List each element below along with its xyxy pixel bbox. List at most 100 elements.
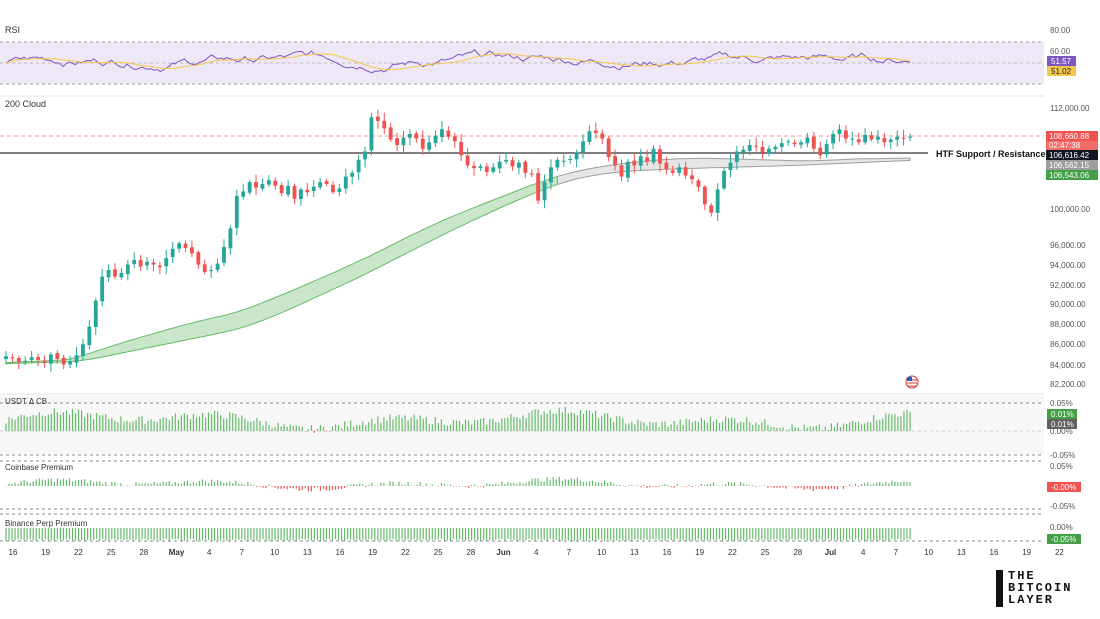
time-axis[interactable]: 16 19 22 25 28 May 4 7 10 13 16 19 22 25 28 Jun 4 7 10 13 16… <box>9 548 1065 557</box>
candle[interactable] <box>863 128 868 145</box>
candle[interactable] <box>555 157 560 171</box>
candle[interactable] <box>536 168 541 204</box>
candle[interactable] <box>818 141 823 160</box>
candle[interactable] <box>491 163 496 174</box>
candle[interactable] <box>734 145 739 170</box>
candle[interactable] <box>190 240 194 257</box>
candle[interactable] <box>645 149 650 166</box>
candle[interactable] <box>606 135 611 162</box>
candle[interactable] <box>747 139 752 156</box>
price-pane[interactable]: 200 Cloud HTF Support / Resistance 112,0… <box>0 99 1098 389</box>
candle[interactable] <box>510 156 515 171</box>
candle[interactable] <box>824 139 829 159</box>
candle[interactable] <box>125 259 130 281</box>
candle[interactable] <box>741 145 746 159</box>
candle[interactable] <box>664 156 669 175</box>
candle[interactable] <box>632 153 637 174</box>
candle[interactable] <box>395 132 400 152</box>
candle[interactable] <box>882 132 887 147</box>
candle[interactable] <box>74 347 79 368</box>
candle[interactable] <box>202 259 207 275</box>
candle[interactable] <box>786 138 791 147</box>
candle[interactable] <box>478 163 483 171</box>
candle[interactable] <box>651 145 656 165</box>
candle[interactable] <box>350 170 355 185</box>
candle[interactable] <box>183 240 188 253</box>
candle[interactable] <box>837 124 842 142</box>
candle[interactable] <box>151 259 156 272</box>
candle[interactable] <box>619 159 624 181</box>
candle[interactable] <box>363 146 367 168</box>
candle[interactable] <box>266 175 271 187</box>
candle[interactable] <box>106 264 111 282</box>
candle[interactable] <box>343 168 348 194</box>
candle[interactable] <box>234 189 239 236</box>
candle[interactable] <box>48 352 53 372</box>
candle[interactable] <box>613 149 618 171</box>
candle[interactable] <box>728 154 733 178</box>
candle[interactable] <box>856 132 861 145</box>
candle[interactable] <box>427 136 432 153</box>
candle[interactable] <box>177 241 182 253</box>
candle[interactable] <box>799 139 803 149</box>
candle[interactable] <box>843 125 848 144</box>
usdt-cb-pane[interactable]: USDT Δ CB 0.05% 0.00% -0.05% 0.01% 0.01% <box>0 396 1077 460</box>
candle[interactable] <box>420 130 425 155</box>
candle[interactable] <box>407 129 412 146</box>
candle[interactable] <box>504 152 509 165</box>
candle[interactable] <box>298 187 303 206</box>
candle[interactable] <box>888 137 893 150</box>
candle[interactable] <box>222 239 226 267</box>
candle[interactable] <box>170 242 175 264</box>
binance-perp-premium-pane[interactable]: Binance Perp Premium 0.00% -0.05% <box>0 513 1081 544</box>
candle[interactable] <box>260 178 265 191</box>
candle[interactable] <box>876 130 880 144</box>
candle[interactable] <box>305 182 310 197</box>
coinbase-premium-pane[interactable]: Coinbase Premium 0.05% -0.05% -0.00% <box>0 460 1081 511</box>
candle[interactable] <box>157 261 162 275</box>
candle[interactable] <box>715 183 720 221</box>
candle[interactable] <box>690 169 694 185</box>
candle[interactable] <box>670 165 675 176</box>
candle[interactable] <box>228 225 233 255</box>
candle[interactable] <box>811 131 816 154</box>
candle[interactable] <box>36 353 40 367</box>
candle[interactable] <box>600 129 605 145</box>
candle[interactable] <box>440 121 444 143</box>
candle[interactable] <box>119 268 124 280</box>
candle[interactable] <box>16 355 21 370</box>
candle[interactable] <box>414 131 419 143</box>
candle[interactable] <box>311 180 316 198</box>
candle[interactable] <box>465 148 470 169</box>
candle[interactable] <box>29 351 34 363</box>
candle[interactable] <box>55 350 60 364</box>
candle[interactable] <box>132 251 137 269</box>
candle[interactable] <box>138 254 143 272</box>
candle[interactable] <box>459 134 464 161</box>
candle[interactable] <box>452 132 457 148</box>
rsi-pane[interactable]: RSI 80.00 60.00 51.57 51.02 <box>0 25 1076 85</box>
candle[interactable] <box>215 258 220 273</box>
candle[interactable] <box>196 250 201 269</box>
candle[interactable] <box>324 178 329 187</box>
candle[interactable] <box>581 134 585 159</box>
candle[interactable] <box>164 249 169 275</box>
candle[interactable] <box>209 265 214 279</box>
candle[interactable] <box>901 129 906 146</box>
candle[interactable] <box>767 145 771 157</box>
candle[interactable] <box>722 168 726 191</box>
candle[interactable] <box>696 178 701 192</box>
candle[interactable] <box>831 130 835 150</box>
candle[interactable] <box>638 148 643 171</box>
candle[interactable] <box>658 145 662 172</box>
candle[interactable] <box>561 154 566 167</box>
candle[interactable] <box>81 338 85 361</box>
candle[interactable] <box>754 137 759 152</box>
candle[interactable] <box>286 179 291 198</box>
candle[interactable] <box>331 180 335 195</box>
candle[interactable] <box>356 154 361 181</box>
candle[interactable] <box>10 353 15 363</box>
candle[interactable] <box>683 161 688 179</box>
candle[interactable] <box>100 268 105 307</box>
